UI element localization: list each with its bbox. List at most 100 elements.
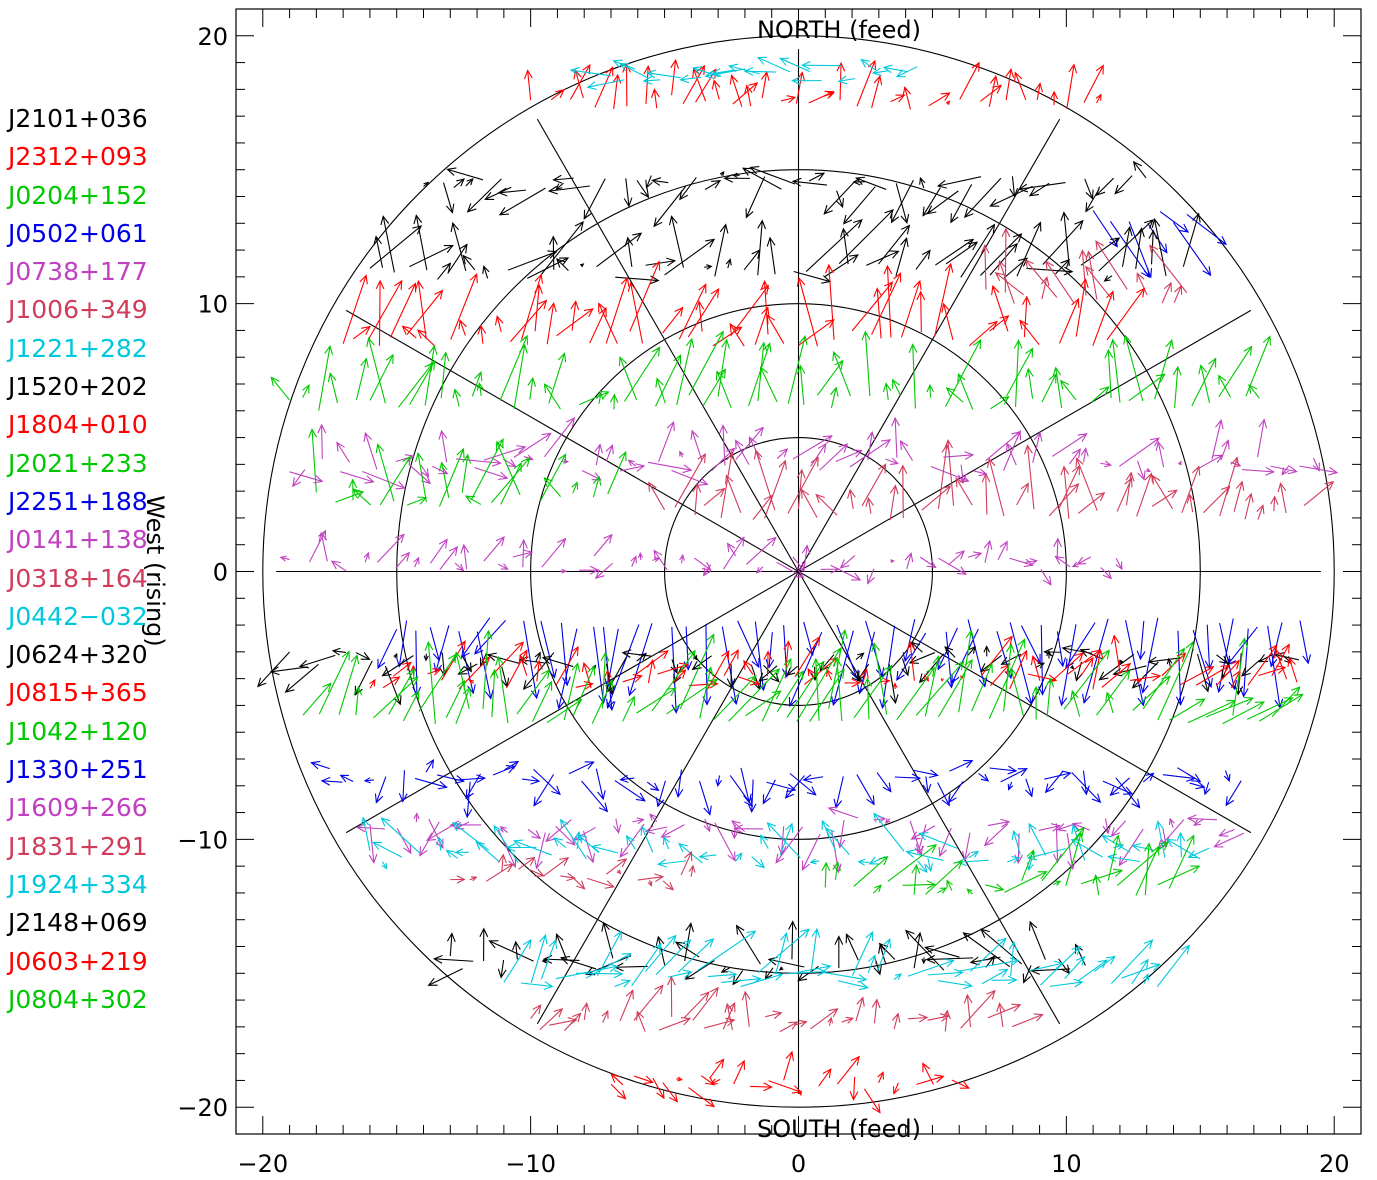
vector-arrow bbox=[902, 86, 912, 110]
vector-arrow bbox=[841, 1016, 855, 1024]
vector-arrow bbox=[1159, 211, 1190, 233]
vector-arrow bbox=[1011, 829, 1021, 855]
vector-arrow bbox=[616, 869, 622, 875]
vector-arrow bbox=[778, 966, 784, 971]
vector-arrow bbox=[1005, 67, 1015, 101]
legend-entry: J2021+233 bbox=[8, 448, 148, 478]
vector-arrow bbox=[420, 464, 430, 478]
vector-arrow bbox=[741, 990, 751, 1027]
vector-arrow bbox=[1078, 249, 1088, 296]
vector-arrow bbox=[692, 67, 707, 102]
vector-arrow bbox=[594, 443, 603, 466]
vector-arrow bbox=[986, 457, 1005, 517]
vector-arrow bbox=[1131, 661, 1159, 689]
vector-arrow bbox=[445, 679, 465, 718]
vector-arrow bbox=[1018, 181, 1066, 193]
vector-arrow bbox=[1045, 677, 1055, 717]
vector-arrow bbox=[1198, 454, 1224, 469]
vector-arrow bbox=[439, 546, 459, 570]
vector-arrow bbox=[679, 450, 684, 458]
vector-arrow bbox=[596, 930, 623, 977]
vector-arrow bbox=[707, 970, 738, 980]
vector-arrow bbox=[1270, 495, 1279, 512]
vector-arrow bbox=[336, 441, 350, 463]
vector-arrow bbox=[1157, 865, 1201, 886]
vector-arrow bbox=[898, 464, 908, 519]
vector-arrow bbox=[470, 438, 504, 501]
vector-arrow bbox=[789, 773, 817, 796]
vector-arrow bbox=[775, 932, 789, 975]
vector-arrow bbox=[1271, 686, 1301, 718]
vector-arrow bbox=[711, 68, 735, 77]
vector-arrow bbox=[973, 468, 988, 477]
vector-arrow bbox=[1115, 557, 1123, 571]
vector-arrow bbox=[927, 1013, 950, 1022]
vector-arrow bbox=[1246, 697, 1294, 720]
vector-arrow bbox=[1223, 770, 1231, 783]
vector-arrow bbox=[1085, 265, 1112, 299]
vector-arrow bbox=[760, 279, 770, 335]
vector-arrow bbox=[836, 1055, 860, 1085]
vector-arrow bbox=[878, 224, 911, 265]
vector-arrow bbox=[955, 477, 973, 506]
vector-arrow bbox=[1039, 945, 1082, 986]
vector-arrow bbox=[753, 449, 776, 511]
vector-arrow bbox=[658, 420, 675, 462]
vector-arrow bbox=[889, 484, 899, 521]
vector-arrow bbox=[1065, 831, 1084, 886]
vector-arrow bbox=[743, 66, 776, 76]
vector-arrow bbox=[1041, 373, 1057, 403]
legend-entry: J1221+282 bbox=[8, 333, 148, 363]
vector-arrow bbox=[1161, 281, 1172, 304]
vector-arrow bbox=[646, 781, 660, 792]
vector-arrow bbox=[407, 496, 428, 506]
vector-arrow bbox=[1040, 276, 1050, 300]
vector-arrow bbox=[902, 619, 916, 663]
vector-arrow bbox=[940, 678, 944, 683]
vector-arrow bbox=[1100, 567, 1113, 580]
vector-arrow bbox=[327, 372, 339, 404]
vector-arrow bbox=[764, 459, 787, 519]
vector-arrow bbox=[729, 322, 745, 347]
vector-arrow bbox=[360, 816, 371, 851]
vector-arrow bbox=[1173, 284, 1183, 303]
vector-arrow bbox=[866, 568, 875, 585]
legend-entry: J1831+291 bbox=[8, 831, 148, 861]
vector-arrow bbox=[937, 443, 951, 509]
vector-arrow bbox=[1077, 492, 1106, 514]
vector-arrow bbox=[798, 319, 835, 346]
source-legend: J2101+036 J2312+093 J0204+152 J0502+061 J073… bbox=[8, 100, 178, 1019]
vector-arrow bbox=[688, 864, 696, 877]
vector-arrow bbox=[637, 552, 644, 560]
vector-arrow bbox=[905, 929, 945, 971]
vector-arrow bbox=[825, 827, 850, 856]
vector-arrow bbox=[492, 765, 517, 776]
vector-arrow bbox=[944, 646, 956, 658]
vector-arrow bbox=[922, 187, 941, 217]
vector-arrow bbox=[1052, 366, 1063, 408]
vector-arrow bbox=[369, 353, 394, 401]
vector-arrow bbox=[895, 66, 918, 78]
vector-arrow bbox=[1044, 770, 1072, 780]
vector-arrow bbox=[832, 350, 851, 397]
vector-arrow bbox=[1069, 448, 1082, 465]
vector-arrow bbox=[546, 302, 557, 345]
vector-arrow bbox=[498, 187, 546, 216]
vector-arrow bbox=[915, 249, 931, 270]
vector-arrow bbox=[507, 250, 558, 271]
vector-arrow bbox=[791, 177, 828, 187]
vector-arrow bbox=[524, 69, 533, 101]
vector-arrow bbox=[572, 665, 596, 717]
vector-arrow bbox=[1070, 665, 1075, 670]
vector-arrow bbox=[692, 482, 702, 516]
vector-arrow bbox=[853, 664, 893, 719]
vector-arrow bbox=[906, 640, 916, 681]
vector-arrow bbox=[844, 678, 861, 688]
vector-arrow bbox=[1130, 672, 1162, 682]
vector-arrow bbox=[726, 542, 737, 557]
vector-arrow bbox=[779, 57, 810, 72]
vector-arrow bbox=[1109, 338, 1121, 403]
vector-arrow bbox=[981, 968, 1009, 985]
vector-arrow bbox=[363, 551, 370, 563]
vector-arrow bbox=[810, 442, 827, 467]
